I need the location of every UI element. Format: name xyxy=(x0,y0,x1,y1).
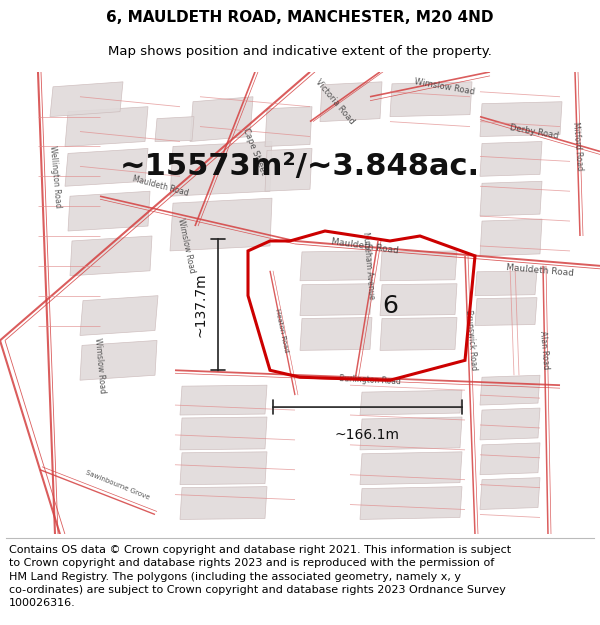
Polygon shape xyxy=(170,198,272,251)
Polygon shape xyxy=(65,107,148,146)
Polygon shape xyxy=(380,251,457,281)
Text: Heaton Road: Heaton Road xyxy=(274,308,290,353)
Text: Sawinbourne Grove: Sawinbourne Grove xyxy=(85,469,151,500)
Text: Alan Road: Alan Road xyxy=(538,331,550,370)
Polygon shape xyxy=(70,236,152,276)
Text: Mitford Road: Mitford Road xyxy=(571,122,584,171)
Polygon shape xyxy=(480,478,540,509)
Text: Map shows position and indicative extent of the property.: Map shows position and indicative extent… xyxy=(108,45,492,58)
Polygon shape xyxy=(180,385,267,415)
Text: Mauldeth Road: Mauldeth Road xyxy=(131,174,189,198)
Polygon shape xyxy=(480,219,542,256)
Polygon shape xyxy=(480,443,540,475)
Text: 6, MAULDETH ROAD, MANCHESTER, M20 4ND: 6, MAULDETH ROAD, MANCHESTER, M20 4ND xyxy=(106,11,494,26)
Polygon shape xyxy=(480,181,542,216)
Polygon shape xyxy=(480,141,542,176)
Polygon shape xyxy=(300,318,372,351)
Polygon shape xyxy=(190,97,253,141)
Polygon shape xyxy=(265,107,312,146)
Text: Nuneham Avenue: Nuneham Avenue xyxy=(361,232,376,300)
Polygon shape xyxy=(300,284,372,316)
Polygon shape xyxy=(360,417,462,450)
Text: Wimslow Road: Wimslow Road xyxy=(176,217,196,274)
Polygon shape xyxy=(320,82,382,122)
Polygon shape xyxy=(50,82,123,117)
Polygon shape xyxy=(80,341,157,380)
Text: Wimslow Road: Wimslow Road xyxy=(414,77,476,96)
Polygon shape xyxy=(300,251,372,281)
Polygon shape xyxy=(475,298,537,326)
Polygon shape xyxy=(380,284,457,316)
Polygon shape xyxy=(265,149,312,191)
Polygon shape xyxy=(65,149,148,186)
Polygon shape xyxy=(80,296,158,336)
Text: Burlington Road: Burlington Road xyxy=(339,374,401,386)
Polygon shape xyxy=(360,452,462,484)
Polygon shape xyxy=(480,375,540,405)
Text: ~137.7m: ~137.7m xyxy=(193,272,207,337)
Polygon shape xyxy=(480,408,540,440)
Polygon shape xyxy=(380,318,457,351)
Text: ~166.1m: ~166.1m xyxy=(335,428,400,442)
Polygon shape xyxy=(180,417,267,450)
Text: Brunswick Road: Brunswick Road xyxy=(464,310,478,371)
Polygon shape xyxy=(170,141,272,196)
Text: Victoria Road: Victoria Road xyxy=(314,78,356,126)
Polygon shape xyxy=(360,487,462,519)
Polygon shape xyxy=(68,191,150,231)
Text: Wimslow Road: Wimslow Road xyxy=(93,337,107,394)
Text: Derby Road: Derby Road xyxy=(509,123,559,140)
Text: ~15573m²/~3.848ac.: ~15573m²/~3.848ac. xyxy=(120,152,480,181)
Polygon shape xyxy=(390,82,472,117)
Text: Contains OS data © Crown copyright and database right 2021. This information is : Contains OS data © Crown copyright and d… xyxy=(9,545,511,608)
Polygon shape xyxy=(155,117,194,141)
Polygon shape xyxy=(480,102,562,136)
Text: Mauldeth Road: Mauldeth Road xyxy=(331,237,399,255)
Polygon shape xyxy=(360,390,462,415)
Polygon shape xyxy=(180,487,267,519)
Text: 6: 6 xyxy=(382,294,398,318)
Text: Wellington Road: Wellington Road xyxy=(48,145,62,208)
Text: Mauldeth Road: Mauldeth Road xyxy=(506,263,574,278)
Polygon shape xyxy=(180,452,267,484)
Polygon shape xyxy=(475,271,537,296)
Text: Cape Street: Cape Street xyxy=(241,127,269,176)
